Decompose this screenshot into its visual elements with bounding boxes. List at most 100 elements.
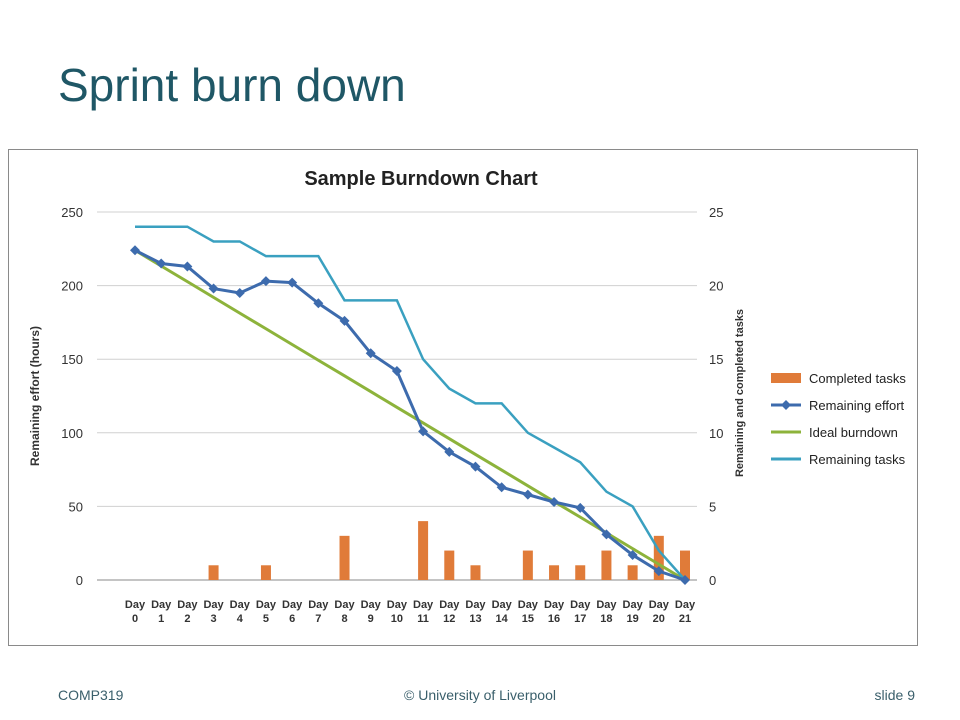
x-tick-label: Day — [413, 599, 434, 611]
x-tick-label: 1 — [158, 613, 164, 625]
y-axis-label: Remaining effort (hours) — [28, 326, 42, 466]
x-tick-label: 14 — [496, 613, 509, 625]
x-tick-label: Day — [623, 599, 644, 611]
marker-remaining-effort — [549, 496, 560, 507]
line-ideal-burndown — [134, 248, 686, 582]
bar-completed-tasks — [260, 565, 271, 580]
x-tick-label: 5 — [263, 613, 269, 625]
bar-completed-tasks — [627, 565, 638, 580]
marker-remaining-effort — [339, 315, 350, 326]
y2-tick-label: 10 — [709, 426, 723, 441]
x-tick-label: Day — [596, 599, 617, 611]
slide-number: slide 9 — [874, 687, 915, 703]
bar-completed-tasks — [680, 550, 690, 580]
chart-canvas: Sample Burndown Chart0501001502002500510… — [28, 168, 906, 625]
bar-completed-tasks — [601, 550, 612, 580]
x-tick-label: Day — [282, 599, 303, 611]
x-tick-label: 15 — [522, 613, 534, 625]
marker-remaining-effort — [365, 348, 376, 359]
x-tick-label: Day — [361, 599, 382, 611]
marker-remaining-effort — [470, 461, 481, 472]
line-remaining-effort — [134, 248, 686, 582]
x-tick-label: Day — [570, 599, 591, 611]
x-tick-label: 9 — [368, 613, 374, 625]
x-tick-label: 11 — [417, 613, 429, 625]
bar-completed-tasks — [418, 521, 429, 580]
marker-remaining-effort — [680, 575, 690, 585]
x-tick-label: 7 — [315, 613, 321, 625]
x-tick-label: 10 — [391, 613, 403, 625]
x-tick-label: Day — [177, 599, 198, 611]
x-tick-label: Day — [256, 599, 277, 611]
marker-remaining-effort — [234, 287, 245, 298]
y2-tick-label: 5 — [709, 499, 716, 514]
x-tick-label: 3 — [211, 613, 217, 625]
course-code: COMP319 — [58, 687, 124, 703]
x-tick-label: 18 — [600, 613, 612, 625]
x-tick-label: Day — [308, 599, 329, 611]
x-tick-label: 6 — [289, 613, 295, 625]
bar-completed-tasks — [444, 550, 455, 580]
x-tick-label: 8 — [341, 613, 347, 625]
line-remaining-tasks — [135, 225, 686, 581]
marker-remaining-effort — [522, 489, 533, 500]
x-tick-label: 17 — [574, 613, 586, 625]
x-tick-label: Day — [334, 599, 355, 611]
x-tick-label: Day — [649, 599, 670, 611]
marker-remaining-effort — [496, 482, 507, 493]
legend-swatch — [771, 373, 801, 383]
y-tick-label: 200 — [61, 279, 83, 294]
x-tick-label: Day — [544, 599, 565, 611]
x-tick-label: 12 — [443, 613, 455, 625]
marker-remaining-effort — [418, 426, 429, 437]
y-tick-label: 0 — [76, 573, 83, 588]
x-tick-label: 19 — [626, 613, 638, 625]
x-tick-label: Day — [492, 599, 513, 611]
legend-label: Remaining tasks — [809, 452, 906, 467]
marker-remaining-effort — [391, 365, 402, 376]
x-tick-label: Day — [125, 599, 146, 611]
x-tick-label: Day — [230, 599, 251, 611]
marker-remaining-effort — [313, 298, 324, 309]
x-tick-label: 0 — [132, 613, 138, 625]
marker-remaining-effort — [130, 245, 140, 256]
bar-completed-tasks — [522, 550, 533, 580]
burndown-chart: Sample Burndown Chart 0 50 100 150 200 250 0 5 10… — [8, 149, 918, 646]
marker-remaining-effort — [444, 446, 455, 457]
x-tick-label: Day — [675, 599, 696, 611]
marker-remaining-effort — [182, 261, 193, 272]
legend-label: Remaining effort — [809, 398, 905, 413]
marker-remaining-effort — [156, 258, 167, 269]
bar-completed-tasks — [339, 535, 350, 580]
y2-tick-label: 15 — [709, 352, 723, 367]
x-tick-label: Day — [151, 599, 172, 611]
marker-remaining-effort — [653, 566, 664, 577]
y2-axis-label: Remaining and completed tasks — [734, 309, 746, 477]
y2-tick-label: 0 — [709, 573, 716, 588]
bar-completed-tasks — [470, 565, 481, 580]
marker-remaining-effort — [627, 549, 638, 560]
x-tick-label: Day — [465, 599, 486, 611]
y-tick-label: 100 — [61, 426, 83, 441]
marker-remaining-effort — [260, 276, 271, 287]
x-tick-label: Day — [439, 599, 460, 611]
x-tick-label: 13 — [469, 613, 481, 625]
bar-completed-tasks — [549, 565, 560, 580]
marker-remaining-effort — [575, 502, 586, 513]
bar-completed-tasks — [653, 535, 664, 580]
x-tick-label: 20 — [653, 613, 665, 625]
legend-label: Ideal burndown — [809, 425, 898, 440]
x-tick-label: Day — [203, 599, 224, 611]
x-tick-label: Day — [387, 599, 408, 611]
x-tick-label: Day — [518, 599, 539, 611]
x-tick-label: 4 — [237, 613, 244, 625]
y-tick-label: 150 — [61, 352, 83, 367]
y-tick-label: 50 — [69, 499, 83, 514]
copyright: © University of Liverpool — [404, 687, 556, 703]
y2-tick-label: 20 — [709, 279, 723, 294]
legend-marker — [781, 400, 791, 410]
bar-completed-tasks — [208, 565, 219, 580]
x-tick-label: 16 — [548, 613, 560, 625]
marker-remaining-effort — [601, 529, 612, 540]
legend-label: Completed tasks — [809, 371, 906, 386]
